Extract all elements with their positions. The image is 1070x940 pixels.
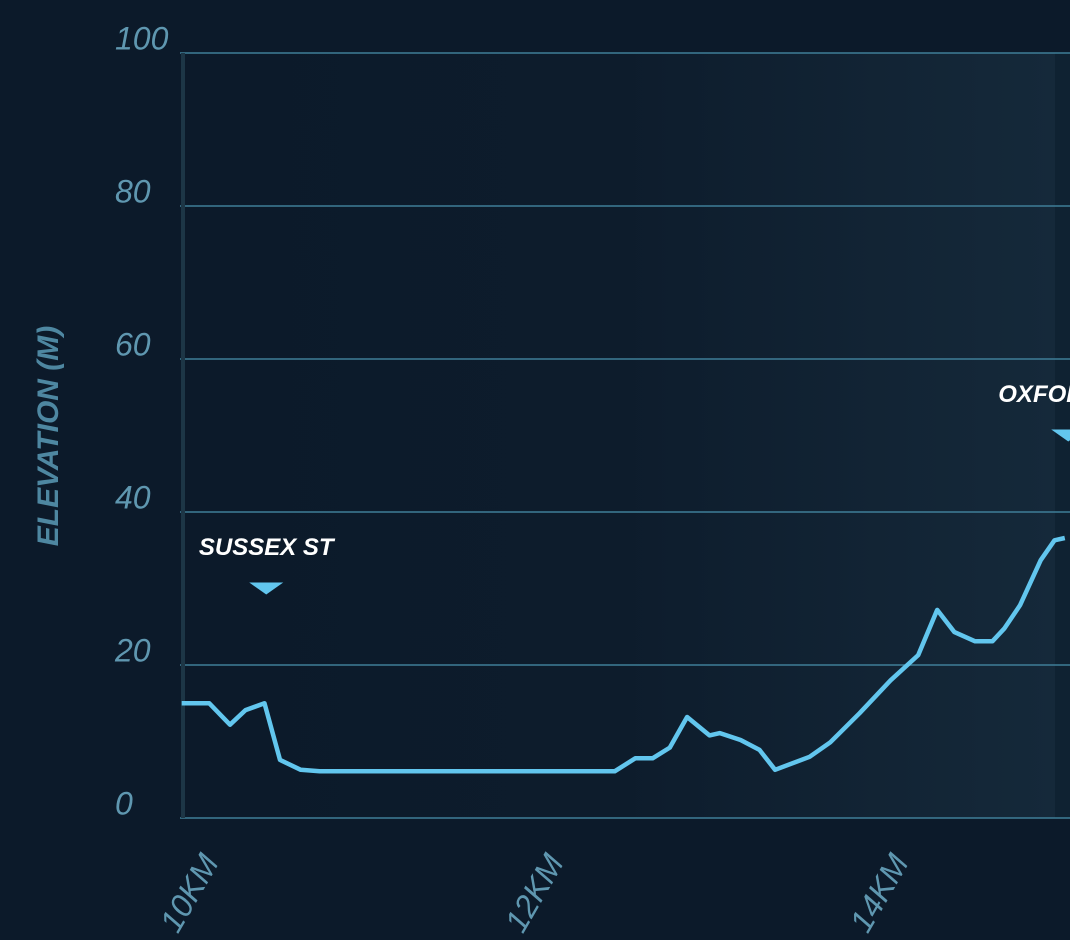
x-tick-label: 12KM: [498, 847, 571, 938]
elevation-line: [181, 535, 1066, 774]
x-tick-label: 14KM: [843, 847, 916, 938]
y-tick-label: 0: [115, 785, 133, 821]
annotation-marker: [249, 582, 284, 595]
annotation-marker: [1051, 429, 1070, 442]
y-tick-label: 20: [114, 632, 151, 668]
y-tick-label: 60: [115, 326, 151, 362]
annotation-label: SUSSEX ST: [199, 534, 336, 561]
y-tick-label: 100: [115, 20, 169, 56]
y-axis-label: ELEVATION (M): [32, 326, 65, 547]
x-tick-label: 10KM: [153, 847, 226, 938]
y-tick-label: 80: [115, 173, 151, 209]
annotation-label: OXFORD ST: [998, 381, 1070, 408]
plot-background: [180, 53, 1055, 818]
y-tick-label: 40: [115, 479, 151, 515]
